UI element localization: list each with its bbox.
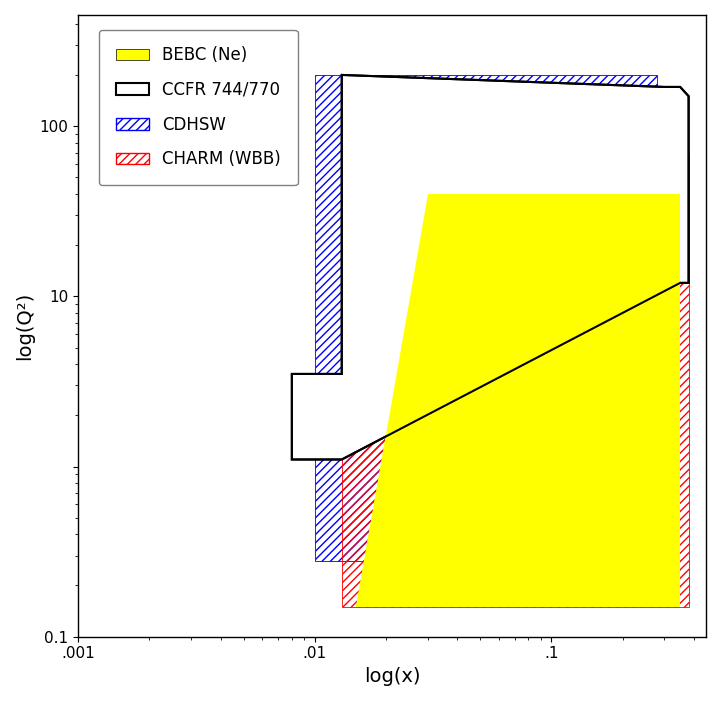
Legend: BEBC (Ne), CCFR 744/770, CDHSW, CHARM (WBB): BEBC (Ne), CCFR 744/770, CDHSW, CHARM (W…	[99, 29, 298, 185]
Y-axis label: log(Q²): log(Q²)	[15, 292, 34, 360]
Polygon shape	[292, 75, 689, 459]
Polygon shape	[356, 194, 680, 607]
Polygon shape	[356, 194, 680, 607]
X-axis label: log(x): log(x)	[364, 667, 420, 686]
